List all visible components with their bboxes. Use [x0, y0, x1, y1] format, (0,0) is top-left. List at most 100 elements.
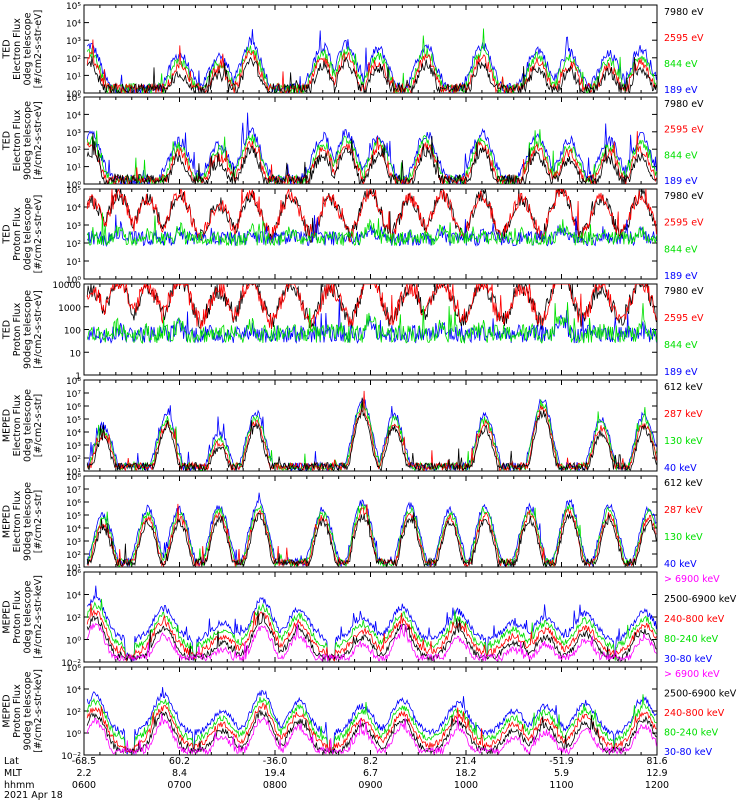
panel-4: 1 10 100 1000 10000 TEDProton Flux90deg teles…: [1, 281, 704, 382]
y-tick-label: 10⁸: [66, 377, 81, 387]
y-axis-label-line: 90deg telescope: [22, 671, 33, 750]
legend-entry: 7980 eV: [664, 191, 704, 202]
y-axis-label-line: MEPED: [1, 600, 12, 633]
y-tick-label: 10²: [66, 146, 81, 156]
y-tick-label: 10⁵: [66, 416, 81, 426]
y-tick-label: 10³: [66, 538, 81, 548]
y-tick-label: 10⁴: [66, 204, 81, 214]
x-row-value: 8.2: [363, 756, 378, 767]
legend-entry: 7980 eV: [664, 7, 704, 18]
y-tick-label: 10⁰: [66, 181, 81, 191]
y-axis-label-line: [#/cm2-s-str-eV]: [33, 290, 44, 369]
legend-entry: 287 keV: [664, 409, 703, 420]
legend-entry: 844 eV: [664, 150, 698, 161]
y-tick-label: 10⁶: [66, 664, 81, 674]
traces: [86, 492, 657, 567]
y-axis-label-line: MEPED: [1, 505, 12, 538]
traces: [86, 189, 657, 248]
series-trace: [86, 603, 657, 662]
traces: [86, 284, 657, 345]
y-tick-label: 10³: [66, 442, 81, 452]
y-axis-label-line: Proton Flux: [12, 302, 23, 356]
legend-entry: 240-800 keV: [664, 614, 725, 625]
y-tick-label: 10⁻²: [61, 659, 81, 669]
x-row-value: 21.4: [455, 756, 476, 767]
x-row-value: 0600: [72, 780, 96, 791]
y-axis-label-line: [#/cm2-s-str-keV]: [33, 575, 44, 659]
y-tick-label: 10⁴: [66, 525, 81, 535]
y-tick-label: 10¹: [66, 72, 81, 82]
x-row-value: 2.2: [76, 768, 91, 779]
y-axis-label-line: [#/cm2-s-str]: [33, 490, 44, 553]
x-row-value: 81.6: [646, 756, 667, 767]
y-axis-label-line: 0deg telescope: [22, 12, 33, 85]
legend-entry: 844 eV: [664, 340, 698, 351]
x-row-value: 19.4: [264, 768, 285, 779]
y-tick-label: 10²: [66, 708, 81, 718]
y-axis-label: MEPEDElectron Flux0deg telescope[#/cm2-s…: [1, 389, 44, 462]
x-row-value: 1200: [645, 780, 669, 791]
series-trace: [86, 622, 657, 662]
series-trace: [86, 713, 657, 755]
y-axis-label-line: 0deg telescope: [22, 389, 33, 462]
y-tick-label: 10⁵: [66, 2, 81, 12]
y-tick-label: 10³: [66, 37, 81, 47]
legend-entry: 130 keV: [664, 436, 703, 447]
legend-entry: 2595 eV: [664, 218, 704, 229]
panel-3: 10⁰ 10¹ 10² 10³ 10⁴ 10⁵ TEDProton Flux0deg tel…: [1, 186, 704, 286]
y-axis-label-line: [#/cm2-s-str-keV]: [33, 669, 44, 753]
y-tick-label: 10¹: [66, 258, 81, 268]
legend-entry: 2595 eV: [664, 125, 704, 136]
series-trace: [86, 390, 657, 471]
legend-entry: 189 eV: [664, 176, 698, 187]
y-tick-label: 10⁷: [66, 486, 81, 496]
panel-6: 10¹ 10² 10³ 10⁴ 10⁵ 10⁶ 10⁷ 10⁸ MEPEDElectron Fl…: [1, 473, 703, 574]
panel-2: 10⁰ 10¹ 10² 10³ 10⁴ 10⁵ TEDElectron Flux90deg …: [1, 94, 704, 191]
y-axis-label-line: [#/cm2-s-str-eV]: [33, 101, 44, 180]
y-axis-label-line: Proton Flux: [12, 590, 23, 644]
y-axis-label-line: Proton Flux: [12, 207, 23, 261]
y-tick-label: 10⁵: [66, 512, 81, 522]
x-row-value: -68.5: [72, 756, 97, 767]
x-row-value: 1100: [549, 780, 573, 791]
legend-entry: 844 eV: [664, 59, 698, 70]
y-tick-label: 10⁴: [66, 429, 81, 439]
y-tick-label: 1: [75, 372, 81, 382]
y-axis-label-line: Electron Flux: [12, 394, 23, 456]
y-axis-label-line: Proton Flux: [12, 684, 23, 738]
traces: [86, 28, 657, 93]
y-axis-label-line: 90deg telescope: [22, 101, 33, 180]
y-tick-label: 10⁸: [66, 473, 81, 483]
series-trace: [86, 503, 657, 567]
y-axis-label: MEPEDProton Flux0deg telescope[#/cm2-s-s…: [1, 575, 44, 659]
y-axis-label-line: 0deg telescope: [22, 580, 33, 653]
y-axis-label-line: 0deg telescope: [22, 197, 33, 270]
legend-entry: 40 keV: [664, 559, 697, 570]
y-tick-label: 10⁶: [66, 569, 81, 579]
legend-entry: 844 eV: [664, 244, 698, 255]
x-row-value: 8.4: [172, 768, 187, 779]
legend-entry: 2595 eV: [664, 33, 704, 44]
traces: [86, 390, 657, 471]
series-trace: [86, 284, 657, 330]
legend-entry: 30-80 keV: [664, 747, 713, 758]
series-trace: [86, 29, 657, 93]
x-row-value: 0700: [167, 780, 191, 791]
x-row-value: 0900: [358, 780, 382, 791]
legend-entry: 189 eV: [664, 85, 698, 96]
y-tick-label: 10000: [52, 281, 81, 291]
series-trace: [86, 709, 657, 755]
series-trace: [86, 610, 657, 662]
y-tick-label: 10⁰: [66, 730, 81, 740]
y-axis-label-line: Electron Flux: [12, 490, 23, 552]
y-tick-label: 10⁴: [66, 686, 81, 696]
x-row-value: 60.2: [169, 756, 190, 767]
y-axis-label: TEDProton Flux90deg telescope[#/cm2-s-st…: [1, 290, 44, 369]
y-axis-label: TEDProton Flux0deg telescope[#/cm2-s-str…: [1, 195, 44, 274]
y-axis-label-line: MEPED: [1, 694, 12, 727]
legend-entry: 2500-6900 keV: [664, 594, 737, 605]
legend-entry: 612 keV: [664, 382, 703, 393]
y-axis-label-line: [#/cm2-s-str-eV]: [33, 195, 44, 274]
y-axis-label-line: TED: [1, 131, 12, 151]
x-axis-rows: Lat -68.5 60.2 -36.0 8.2 21.4 -51.9 81.6 MLT 2.2 8…: [4, 756, 669, 800]
